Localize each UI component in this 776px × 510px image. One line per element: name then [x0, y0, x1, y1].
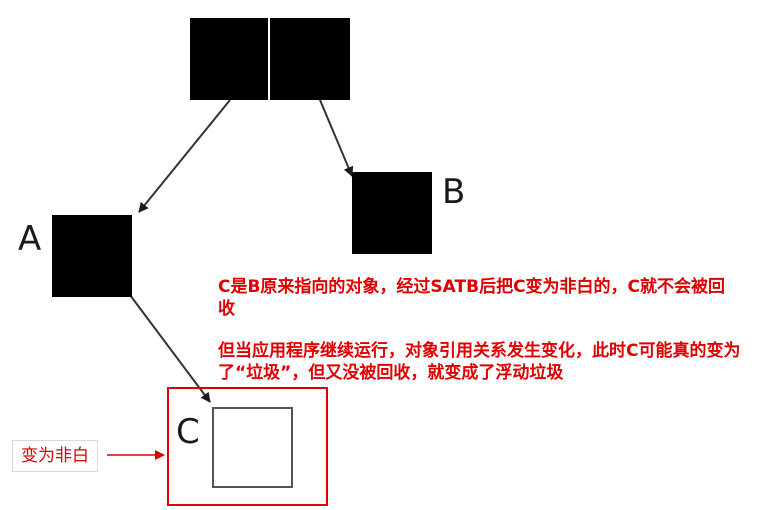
floating-garbage-note: 但当应用程序继续运行，对象引用关系发生变化，此时C可能真的变为了“垃圾”，但又没…	[218, 341, 741, 383]
node-b-label: B	[442, 172, 465, 212]
satb-note: C是B原来指向的对象，经过SATB后把C变为非白的，C就不会被回收	[218, 277, 726, 319]
edge-root-to-b	[319, 99, 354, 177]
highlight-box-c	[167, 387, 328, 506]
node-c	[212, 407, 293, 488]
node-a	[52, 215, 132, 297]
side-label-non-white: 变为非白	[12, 440, 98, 472]
root-node-right	[270, 18, 350, 100]
edge-a-to-c	[129, 294, 211, 403]
edge-root-to-a	[138, 99, 231, 213]
node-c-label: C	[176, 412, 200, 452]
node-a-label: A	[18, 219, 41, 259]
root-node-left	[190, 18, 268, 100]
node-b	[352, 172, 432, 254]
